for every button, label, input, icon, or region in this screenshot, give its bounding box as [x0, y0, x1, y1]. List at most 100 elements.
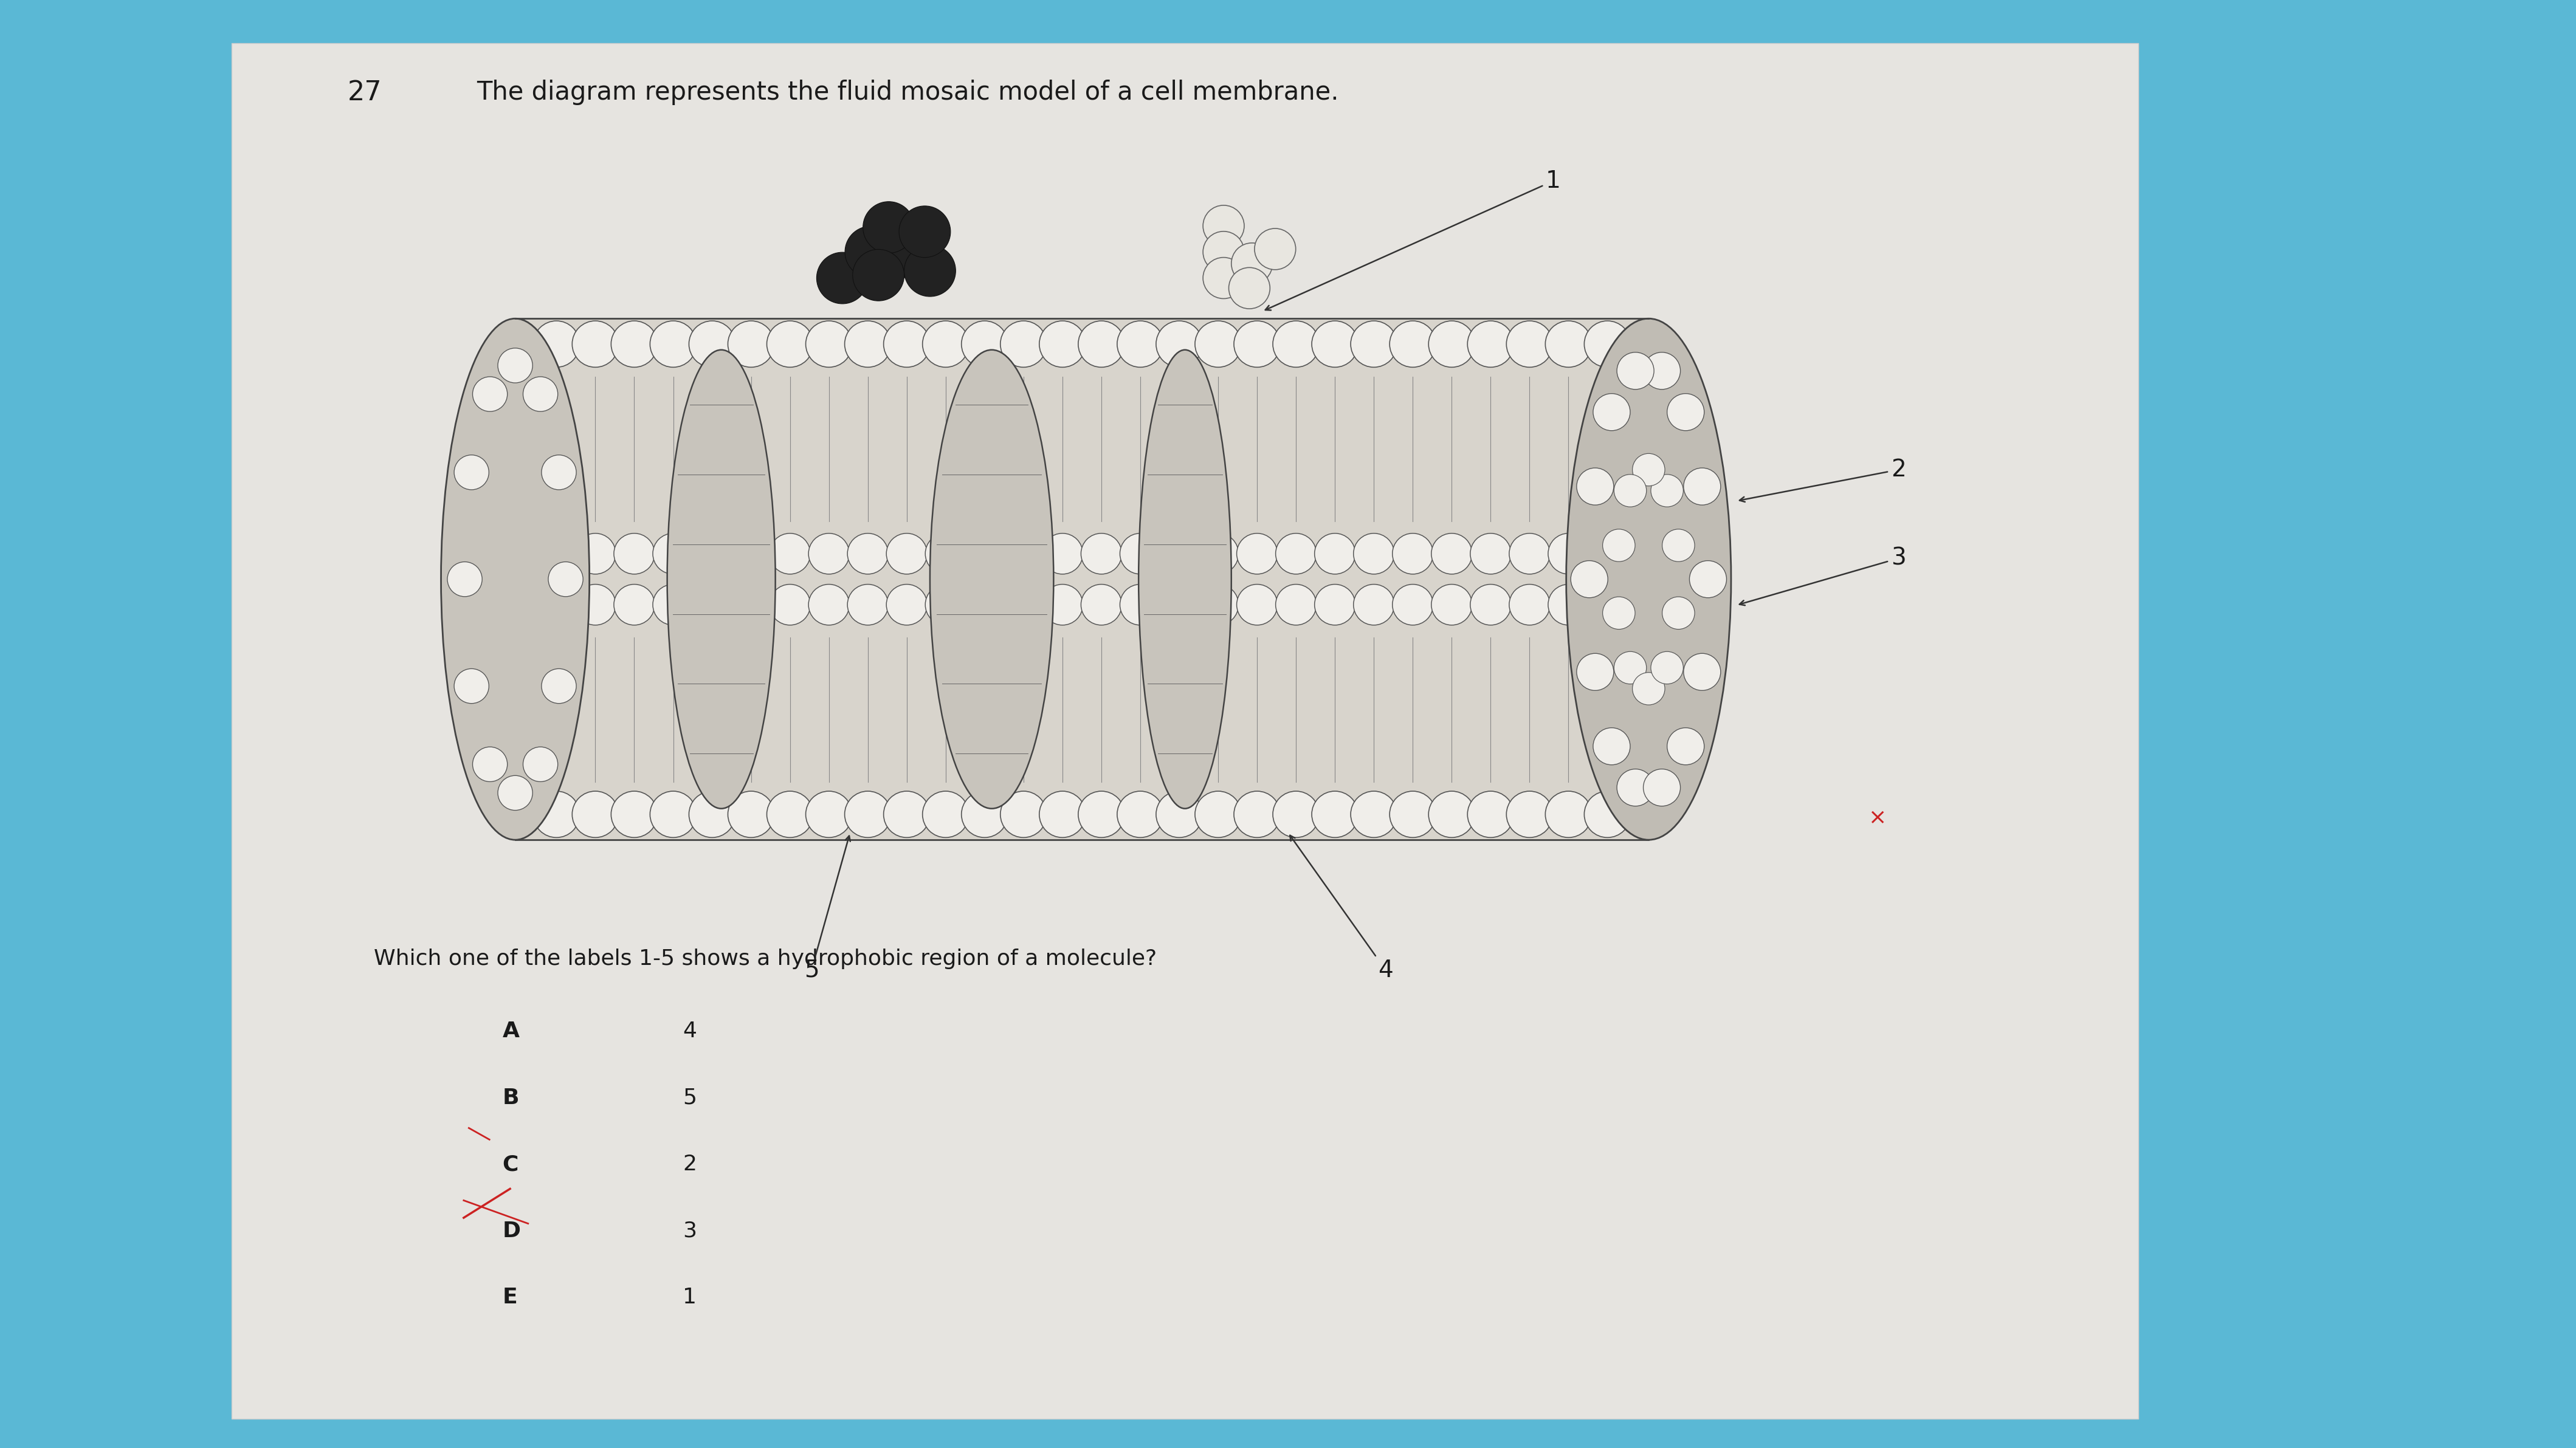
- Ellipse shape: [963, 585, 1005, 626]
- Ellipse shape: [768, 791, 814, 837]
- Ellipse shape: [1352, 585, 1394, 626]
- Ellipse shape: [884, 321, 930, 368]
- Ellipse shape: [541, 669, 577, 704]
- Ellipse shape: [448, 562, 482, 597]
- Ellipse shape: [845, 321, 891, 368]
- Ellipse shape: [533, 791, 580, 837]
- Ellipse shape: [1314, 533, 1355, 573]
- Ellipse shape: [729, 791, 775, 837]
- Ellipse shape: [1685, 468, 1721, 505]
- Ellipse shape: [523, 376, 559, 411]
- Text: 27: 27: [348, 80, 381, 106]
- Ellipse shape: [613, 533, 654, 573]
- Text: B: B: [502, 1087, 518, 1108]
- Text: Which one of the labels 1-5 shows a hydrophobic region of a molecule?: Which one of the labels 1-5 shows a hydr…: [374, 948, 1157, 969]
- Ellipse shape: [732, 533, 770, 573]
- Ellipse shape: [611, 791, 657, 837]
- Ellipse shape: [1159, 533, 1200, 573]
- Text: 2: 2: [1739, 458, 1906, 502]
- Ellipse shape: [1566, 319, 1731, 840]
- Ellipse shape: [925, 585, 966, 626]
- Ellipse shape: [961, 321, 1007, 368]
- Ellipse shape: [1507, 791, 1553, 837]
- Ellipse shape: [1394, 585, 1432, 626]
- Ellipse shape: [1618, 352, 1654, 390]
- Ellipse shape: [688, 791, 734, 837]
- Ellipse shape: [688, 321, 734, 368]
- Ellipse shape: [1198, 533, 1239, 573]
- Ellipse shape: [1195, 791, 1242, 837]
- Ellipse shape: [1118, 791, 1164, 837]
- Ellipse shape: [497, 776, 533, 811]
- Bar: [515, 319, 1649, 840]
- Ellipse shape: [1203, 206, 1244, 246]
- Ellipse shape: [1229, 268, 1270, 308]
- Ellipse shape: [1350, 791, 1396, 837]
- Ellipse shape: [1430, 791, 1476, 837]
- Ellipse shape: [1082, 585, 1121, 626]
- Ellipse shape: [1079, 321, 1126, 368]
- Ellipse shape: [806, 321, 853, 368]
- Ellipse shape: [853, 249, 904, 301]
- Ellipse shape: [649, 321, 696, 368]
- Ellipse shape: [1432, 533, 1471, 573]
- Ellipse shape: [1231, 243, 1273, 284]
- Ellipse shape: [1234, 791, 1280, 837]
- Ellipse shape: [1643, 769, 1680, 807]
- Ellipse shape: [1203, 258, 1244, 298]
- Ellipse shape: [1615, 652, 1646, 683]
- Ellipse shape: [899, 206, 951, 258]
- Ellipse shape: [1602, 597, 1636, 630]
- Ellipse shape: [1121, 585, 1162, 626]
- Ellipse shape: [1082, 533, 1121, 573]
- Ellipse shape: [1548, 533, 1589, 573]
- Ellipse shape: [817, 252, 868, 304]
- Text: C: C: [502, 1154, 518, 1174]
- Ellipse shape: [652, 585, 693, 626]
- Ellipse shape: [922, 321, 969, 368]
- Text: 3: 3: [1739, 547, 1906, 605]
- Ellipse shape: [1546, 791, 1592, 837]
- Text: D: D: [502, 1221, 520, 1241]
- Ellipse shape: [768, 321, 814, 368]
- Ellipse shape: [1471, 585, 1512, 626]
- Ellipse shape: [1275, 585, 1316, 626]
- Ellipse shape: [999, 791, 1046, 837]
- Ellipse shape: [1577, 653, 1613, 691]
- Text: 5: 5: [804, 835, 850, 982]
- Text: 5: 5: [683, 1087, 696, 1108]
- Ellipse shape: [572, 791, 618, 837]
- Ellipse shape: [536, 533, 577, 573]
- Ellipse shape: [1002, 585, 1043, 626]
- Ellipse shape: [1577, 468, 1613, 505]
- Ellipse shape: [1352, 533, 1394, 573]
- Ellipse shape: [1273, 321, 1319, 368]
- Ellipse shape: [886, 533, 927, 573]
- Ellipse shape: [1118, 321, 1164, 368]
- Ellipse shape: [1043, 533, 1082, 573]
- Ellipse shape: [1510, 585, 1551, 626]
- Ellipse shape: [549, 562, 582, 597]
- Ellipse shape: [845, 791, 891, 837]
- Ellipse shape: [961, 791, 1007, 837]
- Ellipse shape: [1198, 585, 1239, 626]
- Ellipse shape: [649, 791, 696, 837]
- Text: E: E: [502, 1287, 518, 1308]
- Ellipse shape: [1584, 791, 1631, 837]
- Ellipse shape: [1587, 533, 1628, 573]
- Ellipse shape: [471, 376, 507, 411]
- Ellipse shape: [884, 791, 930, 837]
- Ellipse shape: [693, 533, 732, 573]
- Ellipse shape: [440, 319, 590, 840]
- Ellipse shape: [732, 585, 770, 626]
- Ellipse shape: [1633, 453, 1664, 487]
- Ellipse shape: [453, 455, 489, 489]
- Ellipse shape: [1584, 321, 1631, 368]
- Ellipse shape: [541, 455, 577, 489]
- Ellipse shape: [930, 350, 1054, 808]
- Ellipse shape: [1685, 653, 1721, 691]
- Ellipse shape: [904, 245, 956, 297]
- Ellipse shape: [536, 585, 577, 626]
- Ellipse shape: [999, 321, 1046, 368]
- Ellipse shape: [863, 201, 914, 253]
